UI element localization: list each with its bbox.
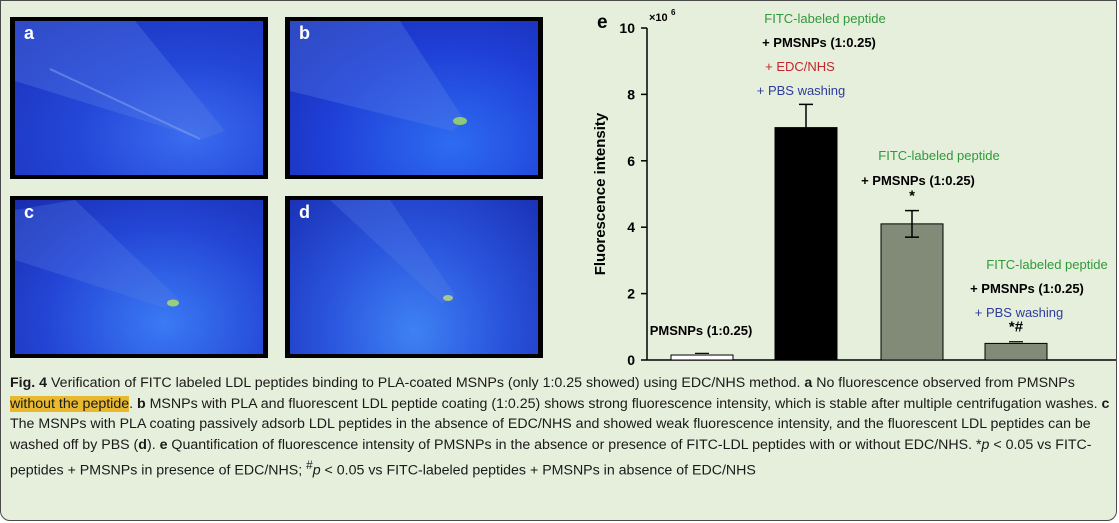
panel-letter-e: e <box>597 12 608 33</box>
tube-tip-a-graphic <box>15 21 225 140</box>
significance-marker: * <box>909 188 915 205</box>
tube-tip-c-graphic <box>15 200 180 308</box>
caption-p-symbol: p <box>981 436 990 453</box>
caption-text: ). <box>146 436 160 453</box>
caption-highlight: without the peptide <box>10 395 130 412</box>
panel-c-image: c <box>10 196 268 358</box>
caption-text: MSNPs with PLA and fluorescent LDL pepti… <box>145 395 1102 412</box>
y-tick-label: 10 <box>619 20 635 36</box>
y-multiplier-exponent: 6 <box>671 8 676 17</box>
panel-letter: a <box>24 23 35 43</box>
panel-a-photo <box>15 21 263 175</box>
bar-label-line: + PMSNPs (1:0.25) <box>861 173 975 188</box>
bar-label-line: + PBS washing <box>975 305 1064 320</box>
y-tick-label: 4 <box>627 219 635 235</box>
bar <box>984 342 1048 361</box>
panel-b-photo <box>290 21 538 175</box>
panel-d-photo <box>290 200 538 354</box>
y-axis-title: Fluorescence intensity <box>592 112 609 275</box>
panel-b-image: b <box>285 17 543 179</box>
bar-label-line: + PBS washing <box>757 83 846 98</box>
bar-label-line: FITC-labeled peptide <box>878 148 999 163</box>
caption-text: < 0.05 vs FITC-labeled peptides + PMSNPs… <box>320 462 756 479</box>
caption-p-symbol: p <box>312 462 321 479</box>
panel-letter: d <box>299 202 310 222</box>
bar <box>774 127 838 361</box>
caption-text: Quantification of fluorescence intensity… <box>167 436 982 453</box>
figure-caption: Fig. 4 Verification of FITC labeled LDL … <box>10 373 1110 481</box>
y-multiplier-label: ×10 <box>649 12 668 24</box>
panel-d-image: d <box>285 196 543 358</box>
caption-hash-symbol: # <box>306 458 313 472</box>
caption-letter-e: e <box>159 436 168 453</box>
caption-text: Verification of FITC labeled LDL peptide… <box>47 375 805 391</box>
tube-tip-d-graphic <box>330 200 455 304</box>
bar-label-line: FITC-labeled peptide <box>764 11 885 26</box>
caption-letter-b: b <box>137 395 146 412</box>
bar-label-line: + PMSNPs (1:0.25) <box>970 281 1084 296</box>
y-tick-label: 2 <box>627 286 635 302</box>
panel-a-image: a <box>10 17 268 179</box>
caption-letter-d: d <box>138 436 147 453</box>
caption-text: . <box>129 395 137 412</box>
bar <box>880 223 944 361</box>
panel-letter: b <box>299 23 310 43</box>
caption-letter-a: a <box>804 375 813 391</box>
bar-label-line: + EDC/NHS <box>765 59 835 74</box>
y-tick-label: 0 <box>627 352 635 368</box>
significance-marker: *# <box>1009 319 1024 336</box>
caption-text: The MSNPs with PLA coating passively ads… <box>10 416 1091 453</box>
bar-label-line: PMSNPs (1:0.25) <box>650 323 753 338</box>
y-tick-label: 6 <box>627 153 635 169</box>
caption-text: No fluorescence observed from PMSNPs <box>812 375 1075 391</box>
bar-label-line: + PMSNPs (1:0.25) <box>762 35 876 50</box>
y-tick-label: 8 <box>627 86 635 102</box>
caption-text: < 0.05 vs FITC-peptides + PMSNPs in pres… <box>10 436 1092 479</box>
tube-tip-b-graphic <box>290 21 467 131</box>
panel-c-photo <box>15 200 263 354</box>
bar <box>670 354 734 361</box>
panel-letter: c <box>24 202 35 222</box>
caption-fig-label: Fig. 4 <box>10 375 48 391</box>
caption-letter-c: c <box>1101 395 1110 412</box>
bar-label-line: FITC-labeled peptide <box>986 257 1107 272</box>
